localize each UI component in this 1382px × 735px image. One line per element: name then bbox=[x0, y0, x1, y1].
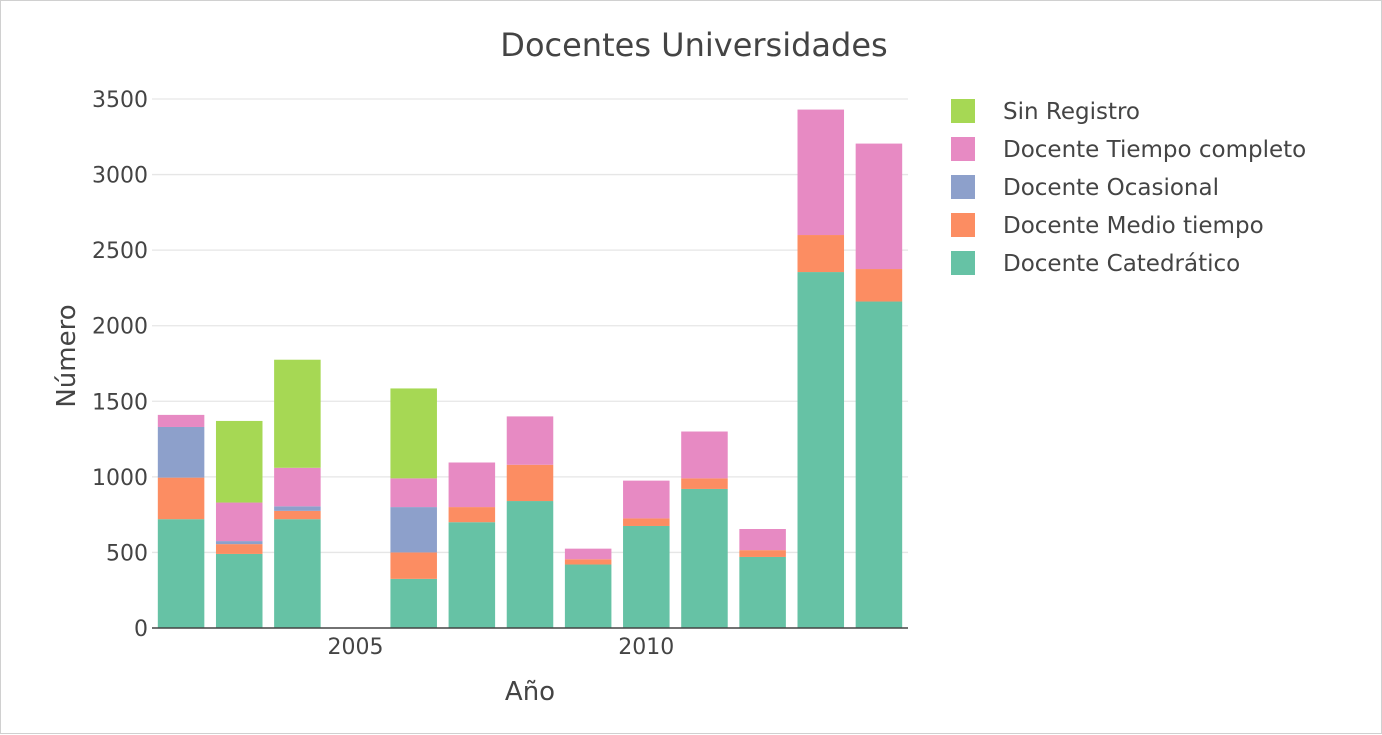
bars-group bbox=[157, 109, 903, 628]
bar-2011-series-3 bbox=[681, 431, 728, 479]
legend-label: Docente Ocasional bbox=[1003, 175, 1219, 201]
bar-2010-series-1 bbox=[623, 518, 670, 526]
bar-2004-series-2 bbox=[274, 506, 321, 511]
bar-2008-series-3 bbox=[506, 416, 554, 465]
chart-title: Docentes Universidades bbox=[500, 26, 887, 64]
bar-2012-series-3 bbox=[739, 529, 786, 551]
bar-2003-series-2 bbox=[215, 541, 263, 545]
bar-2009-series-3 bbox=[564, 548, 612, 560]
y-tick-label: 2000 bbox=[92, 315, 148, 340]
bar-2004-series-4 bbox=[274, 359, 321, 468]
bar-2014-series-3 bbox=[855, 143, 903, 270]
bar-2003-series-3 bbox=[215, 502, 263, 542]
bar-2010-series-0 bbox=[623, 525, 670, 628]
legend-swatch bbox=[951, 213, 975, 237]
x-axis-title: Año bbox=[505, 677, 555, 707]
x-tick-labels: 2005 2010 bbox=[328, 635, 675, 660]
bar-2007-series-1 bbox=[448, 507, 496, 523]
legend-swatch bbox=[951, 175, 975, 199]
legend-item[interactable]: Docente Catedrático bbox=[951, 251, 1240, 277]
bar-2011-series-1 bbox=[681, 478, 728, 489]
bar-2014-series-1 bbox=[855, 269, 903, 302]
bar-2007-series-0 bbox=[448, 522, 496, 628]
bar-2011-series-0 bbox=[681, 488, 728, 628]
bar-2006-series-0 bbox=[390, 578, 437, 628]
bar-2004-series-3 bbox=[274, 467, 321, 507]
bar-2006-series-2 bbox=[390, 507, 437, 553]
bar-2006-series-1 bbox=[390, 552, 437, 579]
legend-item[interactable]: Docente Medio tiempo bbox=[951, 213, 1264, 239]
bar-2002-series-1 bbox=[157, 477, 205, 520]
legend-label: Docente Medio tiempo bbox=[1003, 213, 1264, 239]
bar-2012-series-0 bbox=[739, 556, 786, 628]
legend: Sin Registro Docente Tiempo completo Docen… bbox=[951, 99, 1306, 277]
bar-2008-series-1 bbox=[506, 464, 554, 502]
y-tick-label: 3000 bbox=[92, 164, 148, 189]
legend-label: Sin Registro bbox=[1003, 99, 1140, 125]
bar-2008-series-0 bbox=[506, 501, 554, 628]
x-tick-label: 2010 bbox=[618, 635, 674, 660]
bar-2002-series-2 bbox=[157, 426, 205, 478]
bar-2013-series-1 bbox=[797, 235, 845, 273]
y-tick-label: 500 bbox=[106, 541, 148, 566]
y-tick-label: 0 bbox=[134, 617, 148, 642]
bar-2002-series-0 bbox=[157, 519, 205, 628]
y-tick-label: 3500 bbox=[92, 88, 148, 113]
legend-swatch bbox=[951, 99, 975, 123]
y-tick-label: 1500 bbox=[92, 390, 148, 415]
legend-label: Docente Catedrático bbox=[1003, 251, 1240, 277]
bar-2007-series-3 bbox=[448, 462, 496, 508]
y-tick-label: 1000 bbox=[92, 466, 148, 491]
legend-swatch bbox=[951, 137, 975, 161]
bar-2010-series-3 bbox=[623, 480, 670, 519]
bar-2006-series-3 bbox=[390, 478, 437, 508]
bar-2003-series-4 bbox=[215, 420, 263, 503]
bar-2009-series-1 bbox=[564, 559, 612, 565]
y-tick-labels: 0 500 1000 1500 2000 2500 3000 3500 bbox=[92, 88, 148, 642]
legend-label: Docente Tiempo completo bbox=[1003, 137, 1306, 163]
y-tick-label: 2500 bbox=[92, 239, 148, 264]
bar-2004-series-1 bbox=[274, 510, 321, 520]
legend-item[interactable]: Docente Ocasional bbox=[951, 175, 1219, 201]
bar-2013-series-0 bbox=[797, 272, 845, 628]
bar-2013-series-3 bbox=[797, 109, 845, 236]
bar-2003-series-0 bbox=[215, 553, 263, 628]
bar-2014-series-0 bbox=[855, 301, 903, 628]
legend-item[interactable]: Sin Registro bbox=[951, 99, 1140, 125]
bar-2002-series-3 bbox=[157, 414, 205, 427]
y-axis-title: Número bbox=[52, 304, 82, 407]
bar-2012-series-1 bbox=[739, 550, 786, 557]
legend-item[interactable]: Docente Tiempo completo bbox=[951, 137, 1306, 163]
bar-2003-series-1 bbox=[215, 544, 263, 554]
x-tick-label: 2005 bbox=[328, 635, 384, 660]
bar-2009-series-0 bbox=[564, 564, 612, 628]
bar-2006-series-4 bbox=[390, 388, 437, 479]
bar-2004-series-0 bbox=[274, 519, 321, 628]
legend-swatch bbox=[951, 251, 975, 275]
